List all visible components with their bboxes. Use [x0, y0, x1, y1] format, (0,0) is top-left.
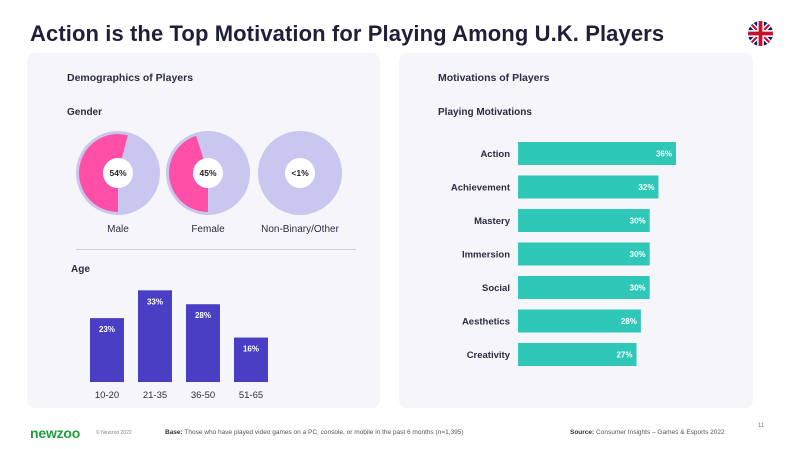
source-note: Source: Consumer Insights – Games & Espo… [570, 429, 725, 436]
age-category-label: 51-65 [239, 390, 263, 401]
age-category-label: 36-50 [191, 390, 215, 401]
motivation-bar-value: 28% [621, 317, 637, 326]
motivation-bar [518, 309, 641, 333]
motivation-bar-value: 30% [630, 217, 646, 226]
page-title: Action is the Top Motivation for Playing… [30, 21, 665, 46]
age-label: Age [71, 264, 90, 275]
motivation-bar [518, 142, 676, 165]
motivation-category-label: Immersion [462, 250, 510, 261]
donut-center-label: 54% [103, 158, 133, 188]
age-bar-value: 28% [195, 311, 211, 320]
uk-flag-icon [748, 21, 773, 46]
donut-center-label: <1% [285, 158, 315, 188]
motivations-title: Motivations of Players [438, 72, 550, 84]
age-bar [186, 304, 220, 382]
motivations-subtitle: Playing Motivations [438, 107, 532, 118]
divider [76, 249, 356, 250]
age-category-label: 10-20 [95, 390, 119, 401]
motivation-bar [518, 276, 650, 299]
motivation-category-label: Social [482, 283, 510, 294]
motivation-bar [518, 175, 659, 199]
gender-category-label: Non-Binary/Other [261, 224, 339, 235]
donut-segment [79, 134, 157, 212]
newzoo-logo: newzoo [30, 425, 81, 441]
motivation-category-label: Aesthetics [462, 317, 510, 328]
age-bar [138, 290, 172, 382]
demographics-title: Demographics of Players [67, 72, 194, 84]
motivation-bar-value: 32% [638, 183, 654, 192]
gender-category-label: Female [191, 224, 225, 235]
base-label: Base: [165, 429, 183, 436]
age-bar [234, 337, 268, 382]
age-bar-chart: 23% 10-20 33% 21-35 28% 36-50 16% 51-65 [90, 290, 268, 401]
source-text: Consumer Insights – Games & Esports 2022 [596, 429, 725, 436]
gender-label: Gender [67, 107, 103, 118]
motivation-bar-value: 36% [656, 150, 672, 159]
age-bar-value: 23% [99, 325, 115, 334]
age-bar [90, 318, 124, 382]
base-text: Those who have played video games on a P… [184, 429, 464, 436]
motivation-category-label: Mastery [474, 216, 511, 227]
donut-center-label: 45% [193, 158, 223, 188]
motivation-bar [518, 343, 637, 366]
motivation-bar-value: 30% [630, 250, 646, 259]
motivation-category-label: Creativity [467, 350, 511, 361]
base-note: Base: Those who have played video games … [165, 429, 464, 436]
copyright: © Newzoo 2022 [96, 430, 132, 436]
gender-category-label: Male [107, 224, 129, 235]
motivation-category-label: Achievement [451, 183, 511, 194]
motivations-bar-chart: Action 36% Achievement 32% Mastery 30% Immersi… [451, 142, 676, 366]
age-bar-value: 33% [147, 297, 163, 306]
motivation-bar-value: 30% [630, 284, 646, 293]
motivation-bar [518, 209, 650, 232]
motivation-category-label: Action [480, 149, 510, 160]
motivation-bar [518, 242, 650, 266]
page-number: 11 [758, 423, 765, 429]
age-category-label: 21-35 [143, 390, 167, 401]
source-label: Source: [570, 429, 595, 436]
age-bar-value: 16% [243, 345, 259, 354]
donut-segment [169, 134, 247, 212]
motivation-bar-value: 27% [616, 351, 632, 360]
